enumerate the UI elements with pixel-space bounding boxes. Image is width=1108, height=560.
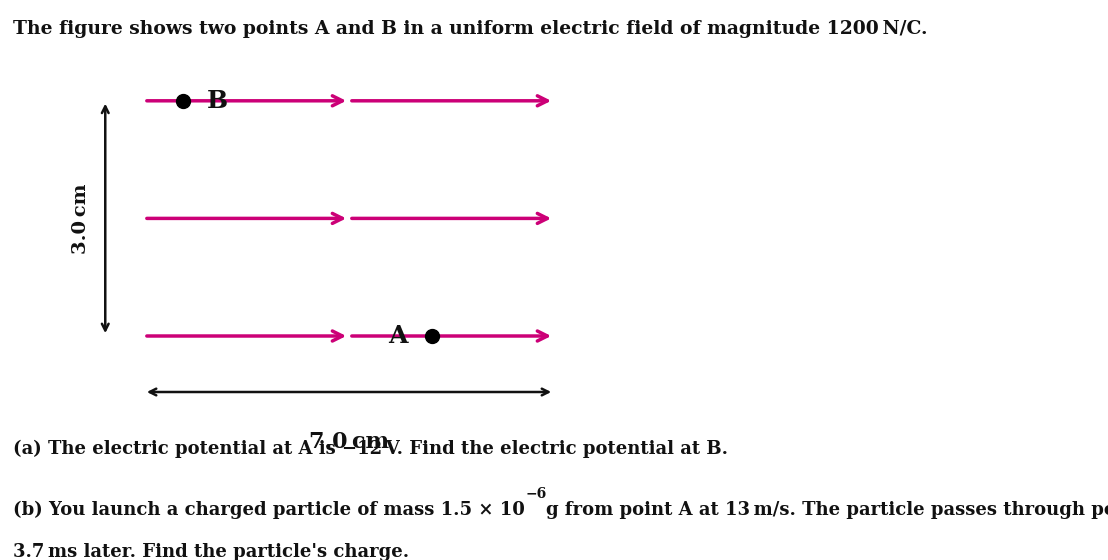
Text: g from point A at 13 m/s. The particle passes through point B: g from point A at 13 m/s. The particle p… bbox=[546, 501, 1108, 519]
Text: A: A bbox=[388, 324, 408, 348]
Text: 3.7 ms later. Find the particle's charge.: 3.7 ms later. Find the particle's charge… bbox=[13, 543, 410, 560]
Text: (a) The electric potential at A is −12 V. Find the electric potential at B.: (a) The electric potential at A is −12 V… bbox=[13, 440, 728, 458]
Text: The figure shows two points A and B in a uniform electric field of magnitude 120: The figure shows two points A and B in a… bbox=[13, 20, 927, 38]
Text: 7.0 cm: 7.0 cm bbox=[309, 431, 389, 453]
Text: −6: −6 bbox=[525, 487, 546, 501]
Text: (b) You launch a charged particle of mass 1.5 × 10: (b) You launch a charged particle of mas… bbox=[13, 501, 525, 520]
Text: B: B bbox=[207, 89, 228, 113]
Text: 3.0 cm: 3.0 cm bbox=[72, 183, 90, 254]
